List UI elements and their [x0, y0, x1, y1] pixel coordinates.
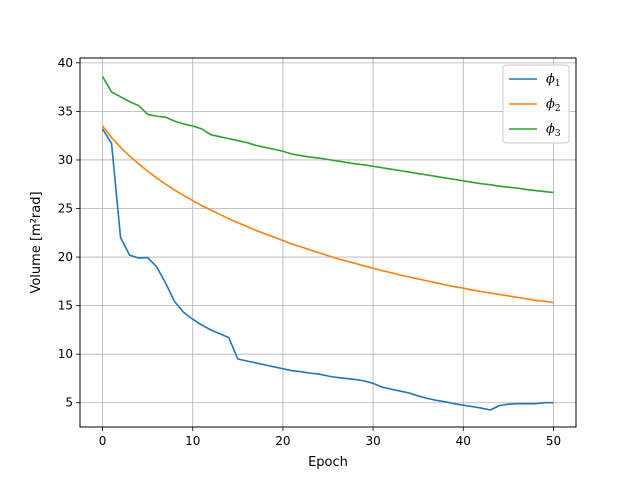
x-tick-label: 40 [456, 434, 471, 448]
series-lines [101, 76, 554, 411]
y-axis-ticks: 5 10 15 20 25 30 35 40 [58, 56, 80, 410]
x-tick-label: 10 [185, 434, 200, 448]
series-line-3 [101, 76, 554, 194]
x-tick-label: 50 [546, 434, 561, 448]
x-tick-label: 30 [365, 434, 380, 448]
x-tick-label: 20 [275, 434, 290, 448]
y-tick-label: 10 [58, 347, 73, 361]
y-tick-label: 15 [58, 299, 73, 313]
x-axis-label: Epoch [308, 455, 348, 470]
y-tick-label: 40 [58, 56, 73, 70]
series-line-1 [101, 128, 554, 411]
x-tick-label: 0 [99, 434, 107, 448]
y-tick-label: 5 [65, 396, 73, 410]
plot-frame [79, 57, 577, 428]
y-tick-label: 35 [58, 104, 73, 118]
series-line-2 [101, 125, 554, 304]
y-axis-label: Volume [m²rad] [29, 191, 44, 293]
y-tick-label: 20 [58, 250, 73, 264]
gridlines [80, 58, 576, 427]
x-axis-ticks: 0 10 20 30 40 50 [99, 427, 561, 448]
y-tick-label: 30 [58, 153, 73, 167]
y-tick-label: 25 [58, 202, 73, 216]
